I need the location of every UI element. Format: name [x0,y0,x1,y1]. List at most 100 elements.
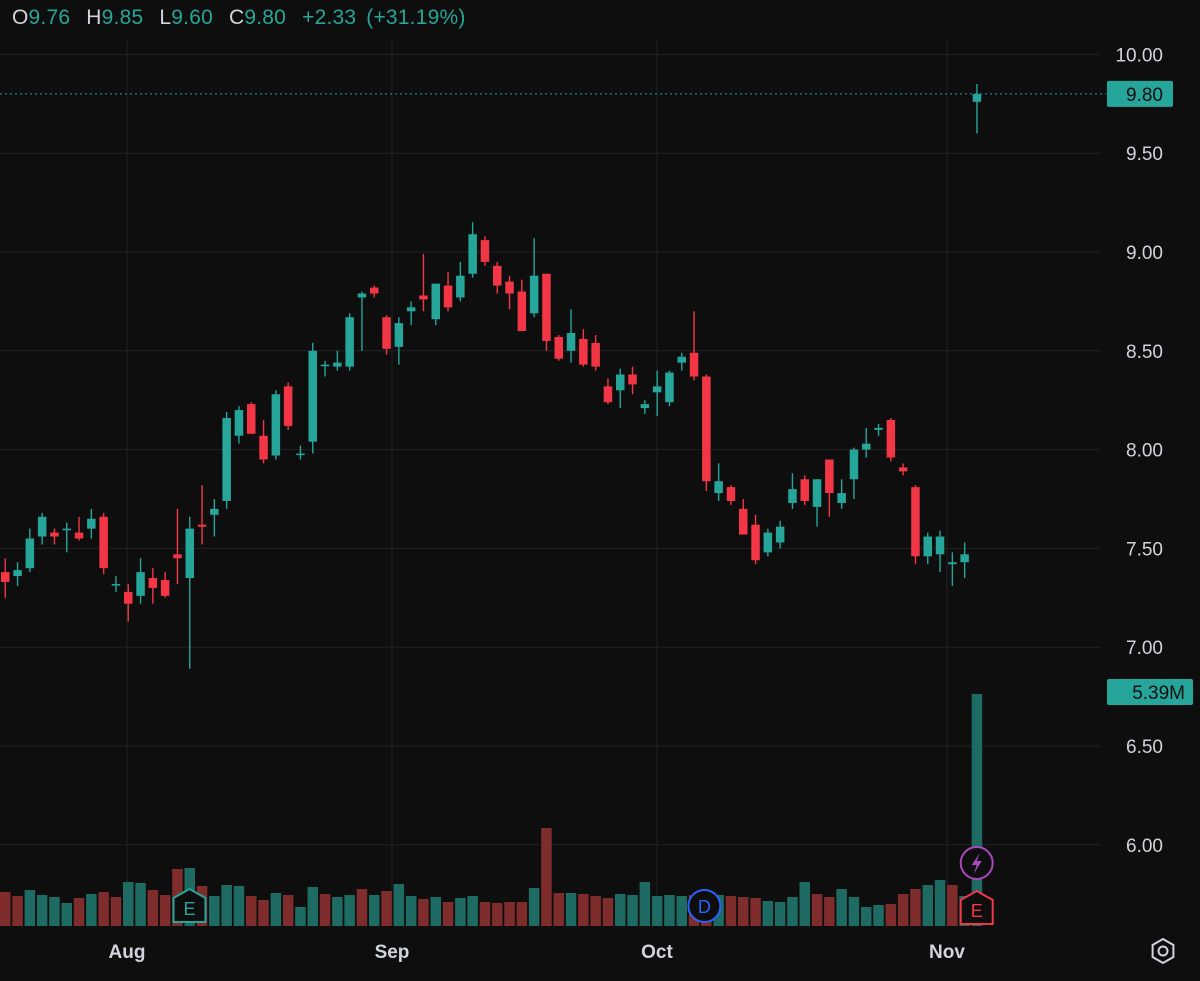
candle-body [259,435,268,460]
candle [296,445,305,460]
candle-body [333,362,342,367]
candle-body [406,307,416,312]
volume-bar [467,896,478,926]
last-price-badge [1107,80,1173,107]
candle [960,542,969,579]
candle-body [665,372,674,403]
volume-bar [848,897,860,926]
volume-bar [110,897,122,926]
candle [923,532,932,565]
volume-bar [602,898,614,926]
volume-bar [36,895,48,926]
volume-bar [565,893,577,926]
candle [345,313,354,371]
volume-bar [615,894,626,926]
volume-bar [750,898,761,926]
volume-bar [516,902,528,926]
volume-bar [405,896,417,926]
ohlc-legend: O9.76 H9.85 L9.60 C9.80 +2.33 (+31.19%) [12,6,476,30]
last-price-label: 9.80 [1126,85,1163,106]
candle [50,528,59,545]
candle-body [13,570,22,577]
candle [480,236,490,266]
candle-body [308,350,317,442]
price-tick-label: 7.50 [1126,539,1163,560]
candle-body [493,265,502,286]
time-tick-label: Sep [375,942,410,963]
candle [136,558,145,604]
volume-bar [344,895,355,926]
candle [677,352,686,371]
volume-bar [897,894,909,926]
volume-bar [295,907,306,926]
candle-body [517,291,527,332]
volume-bar [676,896,687,926]
volume-bar [123,882,134,926]
candle-body [898,467,908,472]
candle [468,222,477,278]
earnings-event-marker[interactable]: E [172,887,207,923]
volume-bar [246,896,257,926]
candle [197,485,207,545]
candle [603,378,613,405]
candle-body [726,487,736,501]
candle-body [443,285,453,308]
volume-bar [0,892,11,926]
earnings-event-marker[interactable]: E [959,889,994,925]
candle-body [935,536,945,555]
split-event-marker[interactable] [959,846,994,880]
candle-body [628,374,637,385]
volume-bar [799,882,810,926]
dividend-badge-shape [687,889,722,923]
candle [308,342,317,454]
candle [419,253,428,312]
candle-body [357,293,367,298]
candle [25,528,35,573]
candle [849,447,859,499]
volume-bar [209,896,220,926]
candle-body [37,516,47,537]
candle-body [111,583,121,586]
earnings-badge-label: E [971,901,983,921]
volume-bar [73,898,85,926]
volume-bar [135,883,146,926]
candle [751,514,760,565]
candle [148,568,158,604]
volume-bar [492,903,503,926]
volume-bar [578,894,589,926]
price-axis[interactable]: 10.00 9.50 9.00 8.50 8.00 7.50 7.00 6.50 6.00 9.8… [1107,45,1193,857]
candle [111,576,121,592]
low-label: L [159,6,172,29]
candle [382,315,391,355]
volume-bar [664,895,675,926]
candle [529,238,539,318]
candle [726,485,736,505]
earnings-badge-label: E [183,899,195,919]
volume-bar [922,885,933,926]
candle-body [677,356,686,363]
dividend-event-marker[interactable]: D [687,889,722,923]
candle [739,499,748,535]
volume-bar [774,902,786,926]
close-label: C [229,6,245,29]
candle [210,499,219,537]
candle-body [456,275,465,298]
price-tick-label: 9.50 [1126,144,1163,165]
candle [886,417,896,462]
candle-body [62,528,71,531]
candle [874,423,883,436]
volume-bar [504,902,515,926]
volume-bar [479,902,491,926]
candle-body [800,479,809,501]
candle [222,412,231,509]
candle-body [702,376,711,482]
settings-icon[interactable] [1148,936,1178,966]
candle-body [616,374,625,391]
candle [628,366,637,395]
time-axis[interactable]: Aug Sep Oct Nov [109,942,966,963]
candle-body [234,410,244,436]
candle [234,406,244,444]
candle [517,279,527,332]
